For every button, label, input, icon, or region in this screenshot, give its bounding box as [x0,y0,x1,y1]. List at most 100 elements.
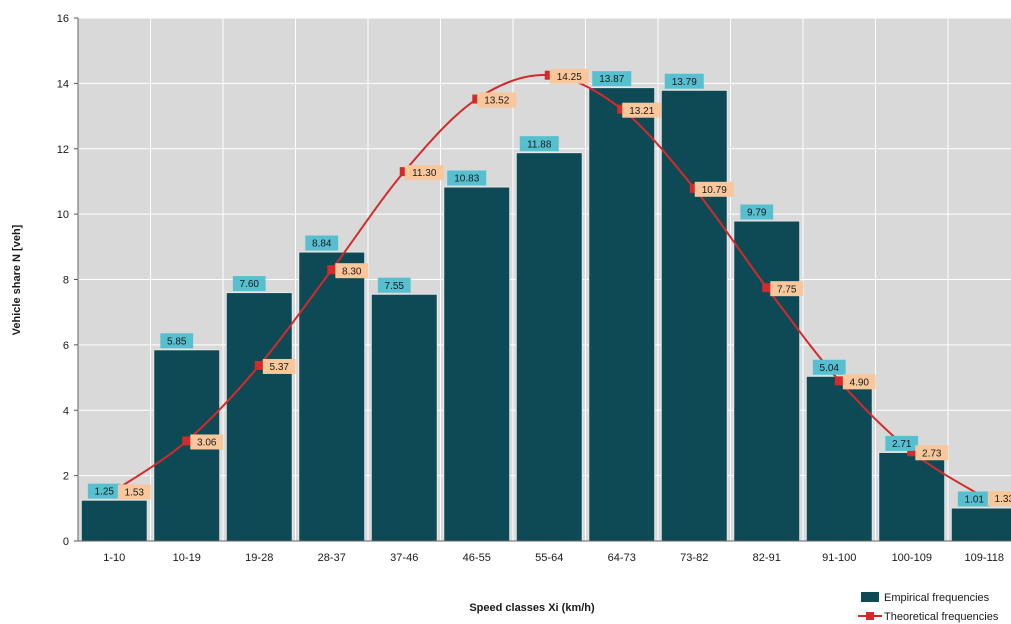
line-value-label: 8.30 [342,266,362,277]
axes: 0 2 4 6 8 10 12 14 16 1-10 10-19 19-28 28-37 37-46 46-… [57,13,1011,564]
x-axis-title: Speed classes Xi (km/h) [469,602,595,614]
bar-empirical [878,451,946,541]
theoretical-marker [544,70,554,80]
theoretical-marker [617,104,627,114]
theoretical-marker [399,167,409,177]
theoretical-marker [327,265,337,275]
bar-value-label: 5.85 [167,336,187,347]
line-value-label-box [842,374,876,390]
x-tick-label: 55-64 [535,552,563,564]
line-value-label: 1.53 [125,488,145,499]
line-series-theoretical [109,70,989,503]
theoretical-marker [907,447,917,457]
x-tick-label: 91-100 [822,552,856,564]
bar-value-label-box [885,435,919,451]
bar-value-label: 5.04 [820,363,840,374]
x-tick-label: 109-118 [964,552,1004,564]
line-value-label-box [622,102,662,118]
bar-value-label-box [87,483,121,499]
line-value-label-box [477,92,517,108]
line-value-label-box [987,491,1011,507]
line-value-label: 14.25 [557,72,582,83]
bar-value-label-box [377,277,411,293]
line-value-label-box [694,181,734,197]
legend-label-empirical: Empirical frequencies [884,592,990,604]
x-tick-label: 46-55 [463,552,491,564]
y-tick-label: 12 [57,144,69,156]
line-value-label: 2.73 [922,448,942,459]
bar-value-label: 7.55 [385,281,405,292]
bar-value-label-box [305,235,339,251]
line-value-label: 13.52 [484,96,509,107]
bar-value-label: 13.79 [672,77,697,88]
bar-empirical [733,220,801,541]
line-value-label-box [915,445,949,461]
bar-empirical [515,152,583,541]
bar-value-label: 2.71 [892,439,912,450]
line-value-label: 10.79 [702,185,727,196]
bar-value-label-box [447,170,487,186]
line-value-label-box [404,165,444,181]
legend-swatch-empirical [861,592,879,602]
bar-value-label: 13.87 [599,74,624,85]
y-axis-title: Vehicle share N [veh] [11,224,23,335]
bar-empirical [298,251,366,541]
y-tick-label: 0 [63,536,69,548]
x-tick-label: 73-82 [680,552,708,564]
theoretical-marker [689,183,699,193]
y-tick-label: 10 [57,209,69,221]
bar-value-label: 1.25 [95,487,115,498]
legend-label-theoretical: Theoretical frequencies [884,611,999,623]
bar-empirical [225,292,293,541]
line-value-label-box [549,68,589,84]
bar-value-label-box [519,136,559,152]
theoretical-marker [472,94,482,104]
bar-value-label-box [957,491,991,507]
line-value-label: 5.37 [270,362,290,373]
y-tick-label: 16 [57,13,69,25]
line-value-label-box [770,281,804,297]
x-tick-label: 100-109 [892,552,932,564]
bar-empirical [950,507,1011,541]
bar-value-label: 11.88 [527,139,552,150]
legend: Empirical frequencies Theoretical freque… [858,592,999,623]
x-tick-label: 19-28 [245,552,273,564]
bar-series-empirical [80,87,1011,541]
bar-value-label-box [232,276,266,292]
y-tick-label: 2 [63,471,69,483]
line-value-label: 7.75 [777,284,797,295]
line-value-label: 13.21 [629,106,654,117]
bar-value-label: 1.01 [965,495,985,506]
theoretical-marker [254,360,264,370]
data-labels: 1.25 5.85 7.60 8.84 7.55 10.83 11.88 13.87 13.79… [87,68,1011,507]
bar-empirical [443,186,511,541]
bar-empirical [370,293,438,541]
bar-value-label-box [160,333,194,349]
x-tick-label: 10-19 [173,552,201,564]
x-tick-label: 1-10 [103,552,125,564]
x-tick-label: 37-46 [390,552,418,564]
bar-empirical [660,89,728,541]
bar-value-label-box [592,71,632,87]
legend-swatch-theoretical-marker [866,612,874,620]
bar-value-label: 7.60 [240,279,260,290]
line-value-label-box [262,358,296,374]
bar-empirical [588,87,656,541]
line-value-label-box [117,484,151,500]
y-tick-label: 14 [57,78,69,90]
x-tick-label: 28-37 [318,552,346,564]
bar-value-label-box [740,204,774,220]
x-tick-label: 64-73 [608,552,636,564]
line-value-label: 1.33 [995,494,1011,505]
y-tick-label: 6 [63,340,69,352]
line-value-label: 11.30 [412,168,437,179]
line-value-label: 4.90 [850,377,870,388]
bar-value-label: 8.84 [312,239,332,250]
line-value-label: 3.06 [197,438,217,449]
line-value-label-box [335,263,369,279]
y-tick-label: 8 [63,275,69,287]
theoretical-marker [182,436,192,446]
y-tick-label: 4 [63,405,69,417]
theoretical-marker [834,376,844,386]
